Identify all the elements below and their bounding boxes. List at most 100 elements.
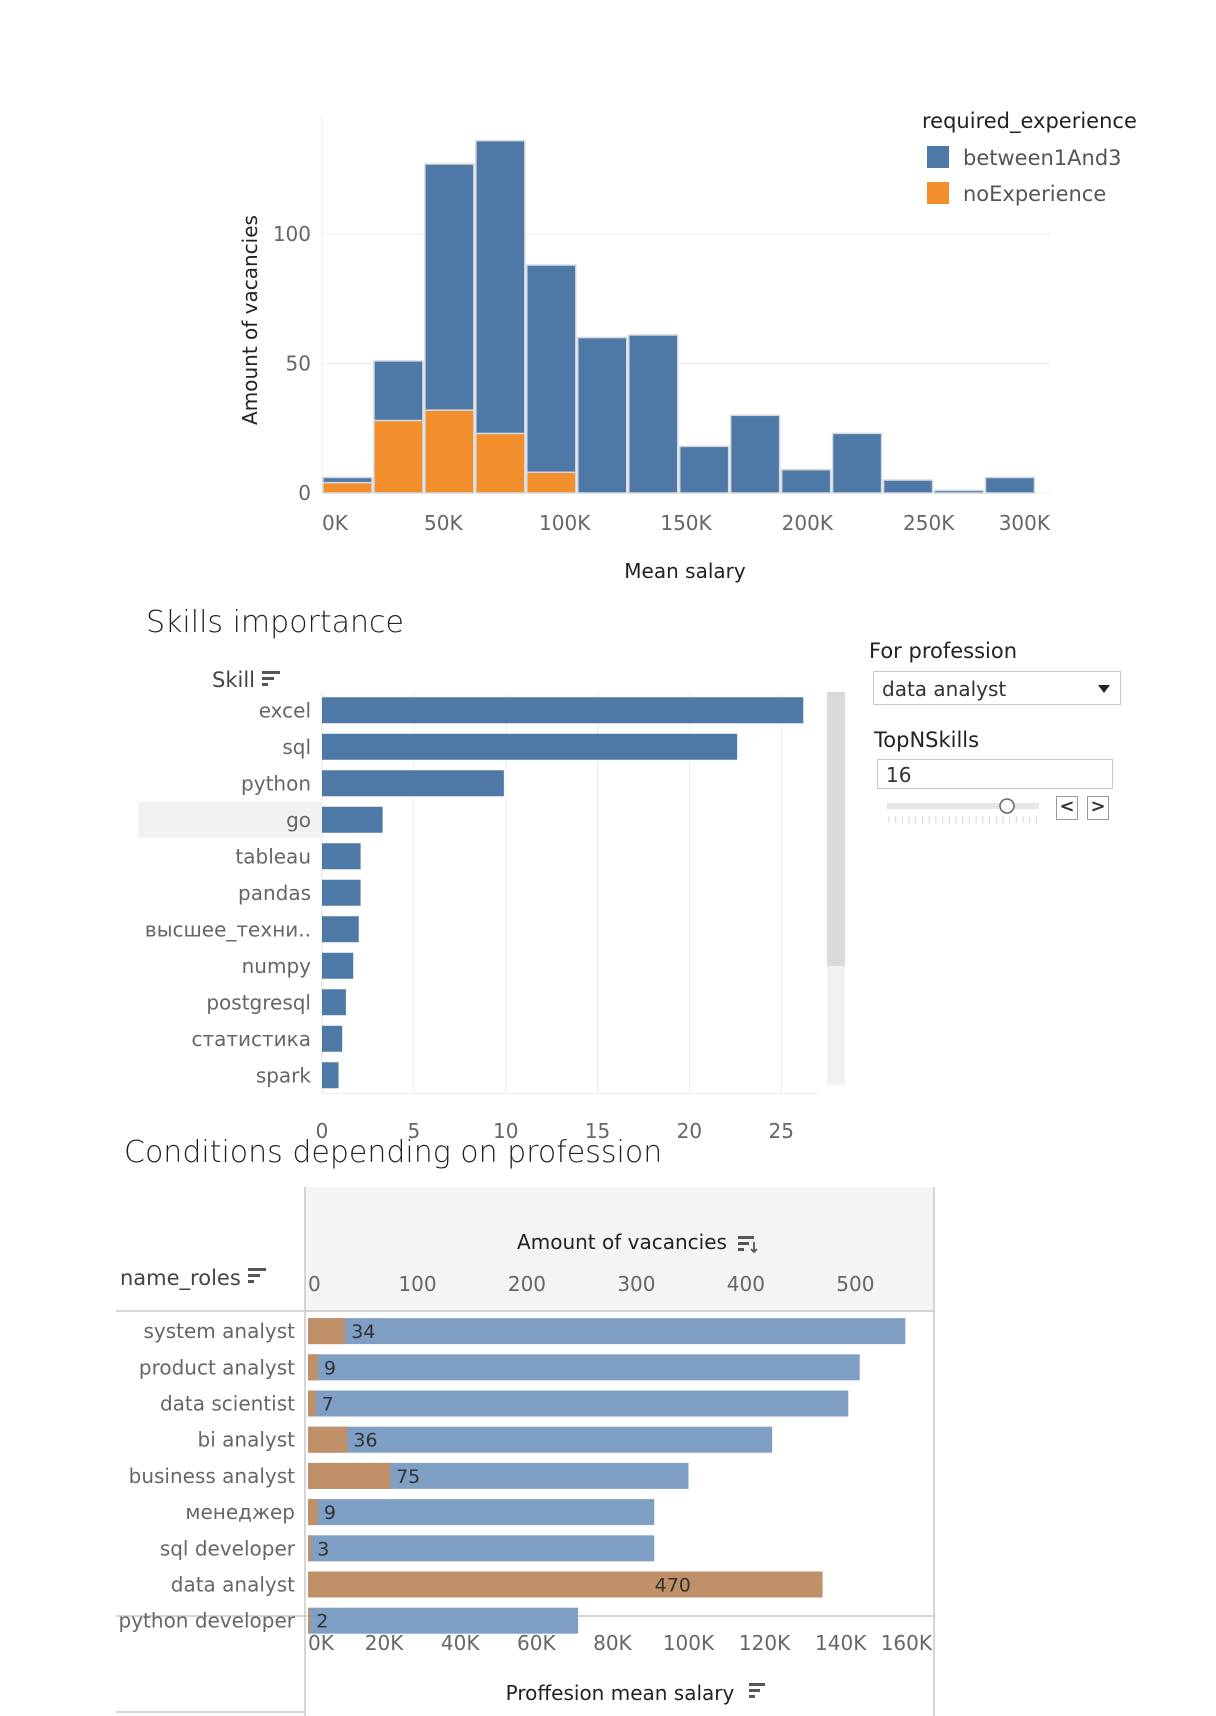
skill-bar	[322, 989, 346, 1016]
role-label: system analyst	[143, 1319, 295, 1343]
hist-x-tick: 300K	[999, 511, 1051, 535]
sort-icon[interactable]	[749, 1683, 765, 1698]
vacancy-count-label: 470	[655, 1575, 691, 1597]
cond-top-tick: 0	[308, 1272, 321, 1296]
legend-label-between1And3: between1And3	[963, 146, 1122, 170]
skill-bar	[322, 843, 361, 870]
profession-dropdown-value: data analyst	[882, 677, 1007, 701]
cond-bottom-tick: 140K	[815, 1631, 867, 1655]
role-label: python developer	[119, 1609, 296, 1633]
role-label: data scientist	[160, 1392, 295, 1416]
profession-filter-title: For profession	[869, 639, 1018, 663]
hist-bar-noExperience	[373, 419, 424, 494]
cond-bottom-tick: 160K	[881, 1631, 933, 1655]
vacancy-count-bar	[308, 1499, 318, 1526]
salary-bar	[308, 1499, 655, 1526]
topn-prev-button[interactable]: <	[1056, 796, 1078, 820]
hist-bar-between1And3	[577, 336, 628, 494]
hist-bar-between1And3	[526, 264, 577, 474]
skills-x-tick: 25	[769, 1119, 794, 1143]
cond-bottom-tick: 60K	[517, 1631, 556, 1655]
cond-bottom-tick: 40K	[441, 1631, 480, 1655]
vacancy-count-label: 9	[324, 1502, 336, 1524]
hist-y-axis-title: Amount of vacancies	[238, 215, 262, 425]
vacancy-count-label: 75	[396, 1466, 420, 1488]
skill-label: высшее_техни..	[145, 917, 311, 941]
skills-row-highlight	[138, 801, 322, 838]
skill-label: tableau	[235, 844, 311, 868]
skill-bar	[322, 806, 383, 833]
hist-bar-between1And3	[984, 476, 1036, 494]
hist-x-tick: 200K	[782, 511, 834, 535]
hist-bar-between1And3	[322, 476, 373, 484]
cond-bottom-tick: 100K	[663, 1631, 715, 1655]
cond-bottom-tick: 120K	[739, 1631, 791, 1655]
hist-bar-between1And3	[628, 334, 679, 494]
hist-bar-between1And3	[424, 163, 475, 411]
profession-dropdown[interactable]: data analyst	[873, 671, 1121, 705]
vacancy-count-bar	[308, 1426, 348, 1453]
hist-y-tick: 50	[286, 351, 311, 375]
skill-bar	[322, 770, 504, 797]
salary-bar	[308, 1318, 906, 1345]
sort-icon[interactable]	[248, 1268, 266, 1283]
hist-bar-between1And3	[373, 360, 424, 422]
topn-skills-slider[interactable]	[885, 796, 1045, 832]
skill-bar	[322, 733, 738, 760]
skills-x-tick: 15	[585, 1119, 610, 1143]
skills-x-tick: 20	[677, 1119, 702, 1143]
skill-bar	[322, 879, 361, 906]
top-axis-header-bg	[305, 1187, 934, 1311]
sort-icon[interactable]	[262, 671, 280, 686]
role-label: business analyst	[129, 1464, 296, 1488]
skills-bar-chart: excel sql python go tableau pandas высшее_техн…	[138, 668, 845, 1143]
skills-scrollbar-thumb[interactable]	[827, 692, 845, 966]
topn-next-button[interactable]: >	[1087, 796, 1109, 820]
skills-x-tick: 5	[407, 1119, 420, 1143]
cond-top-tick: 200	[508, 1272, 546, 1296]
skill-label: postgresql	[206, 990, 311, 1014]
topn-skills-value: 16	[886, 763, 912, 787]
hist-x-tick: 0K	[322, 511, 349, 535]
hist-bar-between1And3	[780, 468, 832, 494]
sort-desc-icon[interactable]	[738, 1236, 758, 1254]
cond-top-tick: 500	[836, 1272, 874, 1296]
hist-bar-noExperience	[526, 471, 577, 494]
hist-y-tick: 100	[273, 222, 311, 246]
role-label: data analyst	[171, 1573, 295, 1597]
cond-top-axis-title: Amount of vacancies	[517, 1230, 727, 1254]
cond-top-tick: 300	[617, 1272, 655, 1296]
topn-skills-input[interactable]: 16	[877, 759, 1113, 789]
cond-top-tick: 400	[727, 1272, 765, 1296]
salary-bar	[308, 1390, 849, 1417]
hist-x-tick: 150K	[660, 511, 712, 535]
hist-bar-noExperience	[475, 432, 526, 494]
cond-bottom-tick: 20K	[365, 1631, 404, 1655]
skill-label: статистика	[191, 1027, 311, 1051]
legend-label-noExperience: noExperience	[963, 182, 1106, 206]
vacancy-count-label: 9	[324, 1357, 336, 1379]
skill-label: sql	[282, 735, 311, 759]
skill-label: excel	[259, 698, 311, 722]
slider-handle[interactable]	[999, 798, 1015, 814]
skill-label: pandas	[238, 881, 311, 905]
skill-label: spark	[256, 1063, 312, 1087]
chevron-down-icon	[1098, 685, 1110, 693]
hist-bar-between1And3	[933, 489, 985, 494]
cond-bottom-axis-title: Proffesion mean salary	[506, 1681, 735, 1705]
hist-bar-noExperience	[322, 481, 373, 494]
role-label: product analyst	[139, 1355, 295, 1379]
cond-top-tick: 100	[398, 1272, 436, 1296]
role-label: sql developer	[160, 1536, 296, 1560]
hist-bar-between1And3	[729, 414, 781, 494]
slider-track	[887, 803, 1039, 809]
skill-bar	[322, 1062, 339, 1089]
conditions-section-title: Conditions depending on profession	[124, 1135, 663, 1170]
vacancy-count-bar	[308, 1318, 346, 1345]
salary-histogram: 0 50 100 0K 50K 100K 150K 200K 250K 300K Amount o…	[238, 109, 1137, 583]
cond-row-header: name_roles	[120, 1266, 241, 1291]
cond-bottom-tick: 0K	[308, 1631, 335, 1655]
hist-x-tick: 50K	[424, 511, 463, 535]
vacancy-count-label: 36	[353, 1430, 377, 1452]
salary-bar	[308, 1607, 579, 1634]
